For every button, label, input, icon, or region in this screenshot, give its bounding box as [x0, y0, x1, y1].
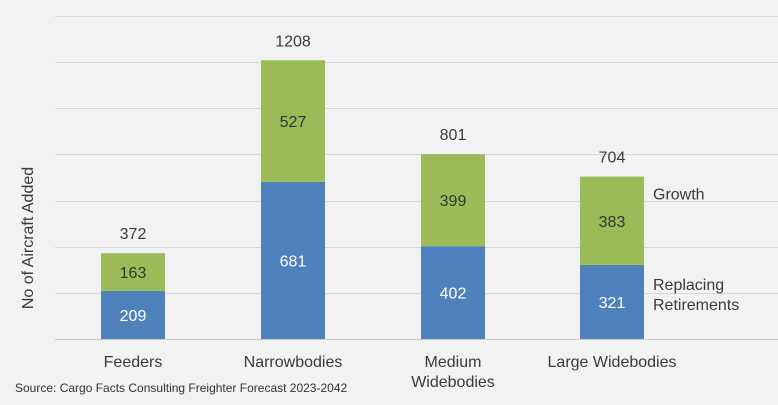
annotation-growth: Growth [653, 187, 705, 204]
bar-segment-replacing [261, 181, 325, 339]
total-label: 704 [599, 150, 626, 167]
bar-segment-replacing [580, 264, 644, 339]
x-tick-label: Large Widebodies [548, 354, 677, 371]
total-label: 801 [440, 127, 467, 144]
x-tick-label: Medium Widebodies [411, 354, 495, 391]
x-tick-labels: Feeders Narrowbodies Medium Widebodies Large… [104, 354, 677, 391]
bars: 209 163 372 681 527 1208 402 399 801 321 383 704 [101, 33, 644, 339]
data-label: 399 [440, 193, 467, 210]
bar-segment-growth [261, 60, 325, 182]
total-label: 372 [120, 226, 147, 243]
data-label: 681 [280, 253, 307, 270]
total-label: 1208 [275, 33, 311, 50]
data-label: 321 [599, 295, 626, 312]
bar-segment-replacing [421, 246, 485, 339]
data-label: 383 [599, 214, 626, 231]
data-label: 163 [120, 265, 147, 282]
bar-segment-growth [421, 154, 485, 247]
y-axis-label: No of Aircraft Added [20, 167, 37, 309]
annotation-replacing-retirements: Replacing Retirements [653, 277, 739, 314]
x-tick-label: Feeders [104, 354, 163, 371]
data-label: 527 [280, 114, 307, 131]
gridlines [55, 16, 778, 340]
bar-segment-growth [580, 176, 644, 265]
x-tick-label: Narrowbodies [244, 354, 343, 371]
bar-segment-replacing [101, 290, 165, 339]
bar-segment-growth [101, 253, 165, 291]
series-annotations: Growth Replacing Retirements [653, 187, 739, 314]
source-note: Source: Cargo Facts Consulting Freighter… [15, 381, 348, 395]
data-label: 402 [440, 286, 467, 303]
data-label: 209 [120, 308, 147, 325]
